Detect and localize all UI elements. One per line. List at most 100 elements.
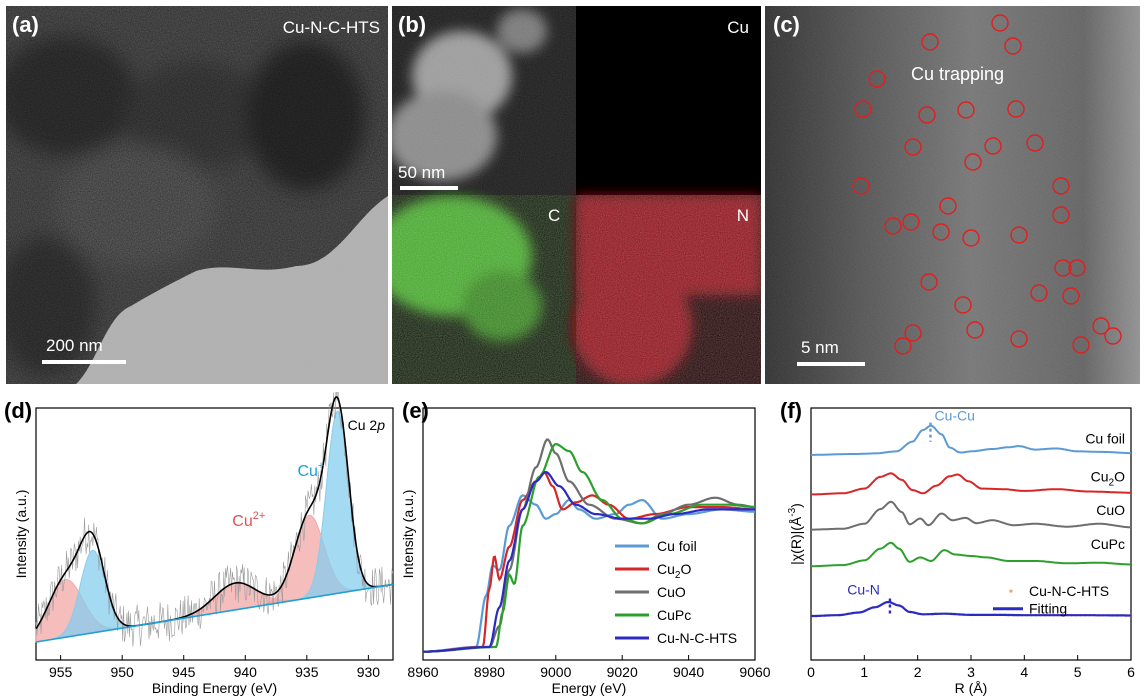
atom-marker-circle bbox=[918, 106, 936, 124]
x-tick-label: 0 bbox=[807, 664, 815, 680]
panel-b-eds: (b) 50 nm Cu C N bbox=[392, 6, 761, 384]
panel-c-haadf: (c) Cu trapping 5 nm bbox=[765, 6, 1140, 384]
series-line bbox=[423, 438, 756, 653]
marker-label: Cu-Cu bbox=[934, 408, 974, 424]
atom-marker-circle bbox=[966, 321, 984, 339]
atom-marker-circle bbox=[964, 153, 982, 171]
sample-label: Cu-N-C-HTS bbox=[282, 18, 380, 37]
x-tick-label: 935 bbox=[295, 664, 319, 680]
legend-label: Cu foil bbox=[657, 538, 697, 554]
x-tick-label: 950 bbox=[110, 664, 134, 680]
x-tick-label: 8960 bbox=[407, 664, 438, 680]
series-line bbox=[811, 500, 1132, 531]
atom-marker-circle bbox=[852, 177, 870, 195]
atom-marker-circle bbox=[921, 33, 939, 51]
peak-label: Cu+ bbox=[297, 460, 324, 480]
x-axis-label: Energy (eV) bbox=[552, 680, 627, 696]
atom-marker-circle bbox=[1068, 259, 1086, 277]
atom-marker-circle bbox=[932, 223, 950, 241]
series-label: CuO bbox=[1096, 502, 1125, 518]
atom-marker-circle bbox=[902, 213, 920, 231]
x-axis-label: Binding Energy (eV) bbox=[152, 680, 277, 696]
series-line bbox=[423, 494, 755, 653]
x-tick-label: 9000 bbox=[540, 664, 571, 680]
legend-label: Fitting bbox=[1029, 601, 1067, 617]
chart-xanes: 8960 8980 9000 9020 9040 9060 Energy (eV) Inten… bbox=[400, 407, 771, 696]
atom-marker-circle bbox=[868, 70, 886, 88]
atom-marker-circle bbox=[920, 273, 938, 291]
series-line bbox=[811, 424, 1131, 456]
x-tick-label: 8980 bbox=[474, 664, 505, 680]
panel-a-tem: (a) Cu-N-C-HTS 200 nm bbox=[6, 6, 388, 384]
x-tick-label: 940 bbox=[234, 664, 258, 680]
x-tick-label: 6 bbox=[1127, 664, 1135, 680]
marker-label: Cu-N bbox=[847, 581, 880, 597]
y-axis-label: Intensity (a.u.) bbox=[13, 490, 29, 579]
atom-marker-circle bbox=[1092, 317, 1110, 335]
atom-marker-circle bbox=[1030, 284, 1048, 302]
plot-frame bbox=[35, 407, 394, 661]
atom-marker-circle bbox=[1010, 330, 1028, 348]
chart-xps: 955 950 945 940 935 930 Binding Energy (eV) Int… bbox=[13, 392, 394, 696]
y-axis-label: |χ(R)|(Å-3) bbox=[787, 503, 804, 565]
atom-marker-circle bbox=[939, 197, 957, 215]
atom-marker-circle bbox=[854, 100, 872, 118]
legend-label: Cu-N-C-HTS bbox=[1029, 583, 1109, 599]
legend-label: Cu2O bbox=[657, 561, 691, 581]
series-line bbox=[811, 472, 1131, 496]
panel-c-label: (c) bbox=[773, 12, 800, 37]
scale-label-a: 200 nm bbox=[46, 336, 103, 355]
map-label-c: C bbox=[548, 206, 561, 225]
atom-marker-circle bbox=[884, 217, 902, 235]
x-tick-label: 5 bbox=[1074, 664, 1082, 680]
xps-annotation: Cu 2p bbox=[348, 417, 386, 433]
legend-swatch bbox=[1009, 589, 1013, 593]
chart-exafs: Cu foil Cu2O CuO CuPc Cu-N-C-HTS Fitting Cu-Cu… bbox=[787, 407, 1135, 696]
scale-bar-a bbox=[42, 360, 126, 364]
baseline-line bbox=[35, 583, 394, 643]
map-label-cu: Cu bbox=[727, 18, 749, 37]
x-tick-label: 955 bbox=[49, 664, 73, 680]
x-tick-label: 945 bbox=[172, 664, 196, 680]
plot-frame bbox=[422, 407, 756, 661]
legend-label: Cu-N-C-HTS bbox=[657, 630, 737, 646]
x-tick-label: 930 bbox=[357, 664, 381, 680]
map-label-n: N bbox=[736, 206, 749, 225]
atom-marker-circle bbox=[991, 14, 1009, 32]
cu-atom-markers bbox=[852, 14, 1122, 355]
atom-marker-circle bbox=[894, 337, 912, 355]
atom-marker-circle bbox=[984, 137, 1002, 155]
x-tick-label: 3 bbox=[967, 664, 975, 680]
atom-marker-circle bbox=[954, 296, 972, 314]
panel-f-label: (f) bbox=[780, 398, 802, 423]
atom-marker-circle bbox=[1054, 259, 1072, 277]
series-line bbox=[811, 600, 1131, 618]
series-line bbox=[423, 442, 756, 653]
atom-marker-circle bbox=[904, 324, 922, 342]
haadf-image bbox=[765, 6, 1140, 384]
x-tick-label: 9040 bbox=[673, 664, 704, 680]
scale-bar-b bbox=[400, 186, 458, 190]
atom-marker-circle bbox=[1052, 206, 1070, 224]
x-tick-label: 1 bbox=[860, 664, 868, 680]
legend-label: CuPc bbox=[657, 607, 691, 623]
series-line bbox=[423, 470, 755, 653]
atom-marker-circle bbox=[1062, 287, 1080, 305]
x-tick-label: 4 bbox=[1020, 664, 1028, 680]
panel-a-label: (a) bbox=[12, 12, 39, 37]
tem-image-a bbox=[6, 6, 388, 384]
envelope-line bbox=[35, 396, 394, 630]
eds-maps bbox=[392, 6, 761, 384]
scale-bar-c bbox=[797, 362, 865, 366]
cu-trapping-label: Cu trapping bbox=[911, 64, 1005, 84]
legend-label: CuO bbox=[657, 584, 686, 600]
series-label: CuPc bbox=[1091, 536, 1125, 552]
plot-frame bbox=[810, 407, 1132, 661]
series-line bbox=[811, 541, 1131, 568]
atom-marker-circle bbox=[962, 229, 980, 247]
x-tick-label: 9020 bbox=[607, 664, 638, 680]
atom-marker-circle bbox=[904, 138, 922, 156]
atom-marker-circle bbox=[1004, 37, 1022, 55]
x-tick-label: 2 bbox=[914, 664, 922, 680]
series-label: Cu2O bbox=[1091, 469, 1125, 489]
